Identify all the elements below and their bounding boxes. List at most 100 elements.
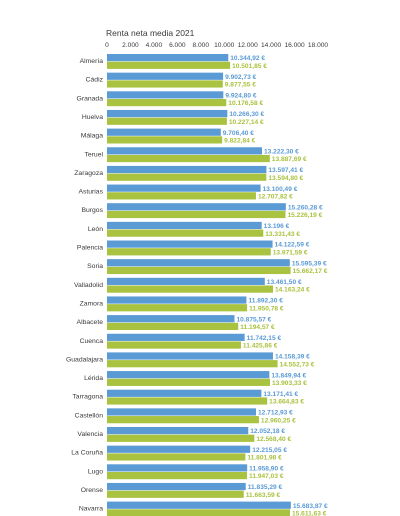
series-a-bar — [107, 91, 224, 99]
category-label: Tarragona — [72, 394, 103, 401]
series-b-data-label: 11.947,03 € — [249, 473, 284, 480]
category-label: León — [88, 226, 103, 233]
category-label: Lugo — [88, 468, 103, 475]
category-label: La Coruña — [71, 450, 103, 457]
x-tick-label: 10.000 — [214, 42, 235, 49]
series-b-bar — [107, 322, 239, 330]
series-a-data-label: 13.196 € — [264, 223, 290, 230]
series-b-bar — [107, 453, 246, 461]
chart-rows: Almería 10.344,92 €10.501,85 € Cádiz 9.902,… — [66, 54, 328, 516]
series-a-data-label: 13.849,94 € — [271, 372, 306, 379]
category-label: Guadalajara — [66, 356, 103, 363]
series-a-data-label: 9.902,73 € — [225, 74, 256, 81]
series-b-bar — [107, 210, 286, 219]
series-b-bar — [107, 378, 270, 386]
series-b-bar — [107, 99, 227, 107]
series-a-bar — [107, 147, 262, 155]
series-a-bar — [107, 72, 224, 80]
series-a-bar — [107, 296, 247, 304]
x-axis-ticks: 0 2.000 4.000 6.000 8.000 10.000 12.000 14.000 1… — [105, 42, 328, 49]
series-a-bar — [107, 445, 251, 453]
series-b-bar — [107, 80, 223, 88]
category-row: Zaragoza 13.597,41 €13.594,80 € — [74, 165, 304, 182]
category-row: Cuenca 11.742,15 €11.425,86 € — [80, 333, 281, 350]
category-row: Soria 15.595,39 €15.662,17 € — [87, 259, 328, 275]
series-b-data-label: 11.194,57 € — [240, 324, 275, 331]
series-b-data-label: 14.163,24 € — [275, 287, 310, 294]
series-b-data-label: 10.176,58 € — [228, 100, 263, 107]
series-a-bar — [107, 109, 228, 118]
category-row: Lérida 13.849,94 €13.903,33 € — [84, 371, 307, 387]
category-row: Granada 9.924,80 €10.176,58 € — [77, 91, 263, 107]
category-row: Albacete 10.875,57 €11.194,57 € — [77, 315, 275, 331]
series-b-data-label: 11.663,59 € — [246, 492, 281, 499]
x-tick-label: 2.000 — [122, 42, 139, 49]
series-b-data-label: 9.877,55 € — [225, 82, 256, 89]
x-tick-label: 6.000 — [169, 42, 186, 49]
category-label: Lérida — [84, 375, 103, 382]
x-tick-label: 0 — [105, 42, 109, 49]
x-tick-label: 4.000 — [146, 42, 163, 49]
category-label: Navarra — [79, 506, 103, 513]
series-a-data-label: 10.875,57 € — [236, 316, 271, 323]
series-a-data-label: 13.100,49 € — [263, 186, 298, 193]
x-tick-label: 8.000 — [193, 42, 210, 49]
series-b-data-label: 12.707,82 € — [258, 193, 293, 200]
series-a-bar — [107, 501, 291, 509]
category-row: Palencia 14.122,59 €13.971,59 € — [77, 240, 310, 256]
series-a-data-label: 13.461,50 € — [267, 279, 302, 286]
series-b-bar — [107, 229, 264, 237]
series-b-bar — [107, 341, 241, 349]
category-row: Valencia 12.052,18 €12.568,40 € — [77, 427, 291, 443]
category-row: Navarra 15.683,87 €15.611,63 € — [79, 501, 328, 516]
series-a-bar — [107, 54, 229, 62]
category-label: Orense — [81, 487, 104, 494]
series-a-bar — [107, 408, 257, 416]
series-b-bar — [107, 192, 256, 200]
category-label: Huelva — [82, 114, 103, 121]
series-b-bar — [107, 266, 291, 275]
category-label: Valencia — [77, 431, 103, 438]
category-label: Almería — [80, 58, 104, 65]
series-b-data-label: 15.611,63 € — [292, 511, 327, 516]
series-a-bar — [107, 371, 270, 379]
series-a-data-label: 13.222,30 € — [264, 148, 299, 155]
series-b-data-label: 13.664,83 € — [269, 399, 304, 406]
series-a-bar — [107, 315, 235, 323]
x-tick-label: 18.000 — [308, 42, 329, 49]
category-label: Granada — [77, 95, 104, 102]
series-a-data-label: 15.595,39 € — [292, 260, 327, 267]
series-a-bar — [107, 427, 249, 435]
category-row: Lugo 11.958,90 €11.947,03 € — [88, 464, 284, 480]
series-a-data-label: 12.712,93 € — [258, 410, 293, 417]
series-b-data-label: 15.662,17 € — [293, 268, 328, 275]
category-row: Valladolid 13.461,50 €14.163,24 € — [74, 277, 310, 294]
x-tick-label: 16.000 — [284, 42, 305, 49]
series-a-data-label: 14.158,39 € — [275, 354, 310, 361]
category-label: Burgos — [81, 207, 103, 214]
series-a-data-label: 11.835,29 € — [248, 484, 283, 491]
category-row: Guadalajara 14.158,39 €14.552,73 € — [66, 352, 315, 368]
series-a-data-label: 10.266,30 € — [229, 111, 264, 118]
series-b-data-label: 12.568,40 € — [256, 436, 291, 443]
category-label: Zaragoza — [74, 170, 103, 177]
series-a-bar — [107, 184, 261, 192]
series-b-bar — [107, 136, 223, 144]
series-b-data-label: 9.822,84 € — [224, 138, 255, 145]
series-b-data-label: 13.887,69 € — [272, 156, 307, 163]
category-row: Teruel 13.222,30 €13.887,69 € — [84, 147, 307, 163]
series-a-bar — [107, 389, 262, 397]
series-a-bar — [107, 128, 221, 136]
category-label: Albacete — [77, 319, 104, 326]
series-b-data-label: 13.594,80 € — [268, 175, 303, 182]
category-row: Huelva 10.266,30 €10.227,14 € — [82, 109, 265, 126]
category-row: Tarragona 13.171,41 €13.664,83 € — [72, 389, 304, 406]
series-b-data-label: 13.971,59 € — [273, 249, 308, 256]
series-b-bar — [107, 173, 267, 181]
category-label: Castellón — [75, 412, 104, 419]
series-b-data-label: 11.950,78 € — [249, 305, 284, 312]
series-a-data-label: 15.260,28 € — [288, 204, 323, 211]
series-b-bar — [107, 509, 291, 516]
series-a-bar — [107, 240, 273, 248]
series-a-data-label: 12.215,05 € — [252, 447, 287, 454]
